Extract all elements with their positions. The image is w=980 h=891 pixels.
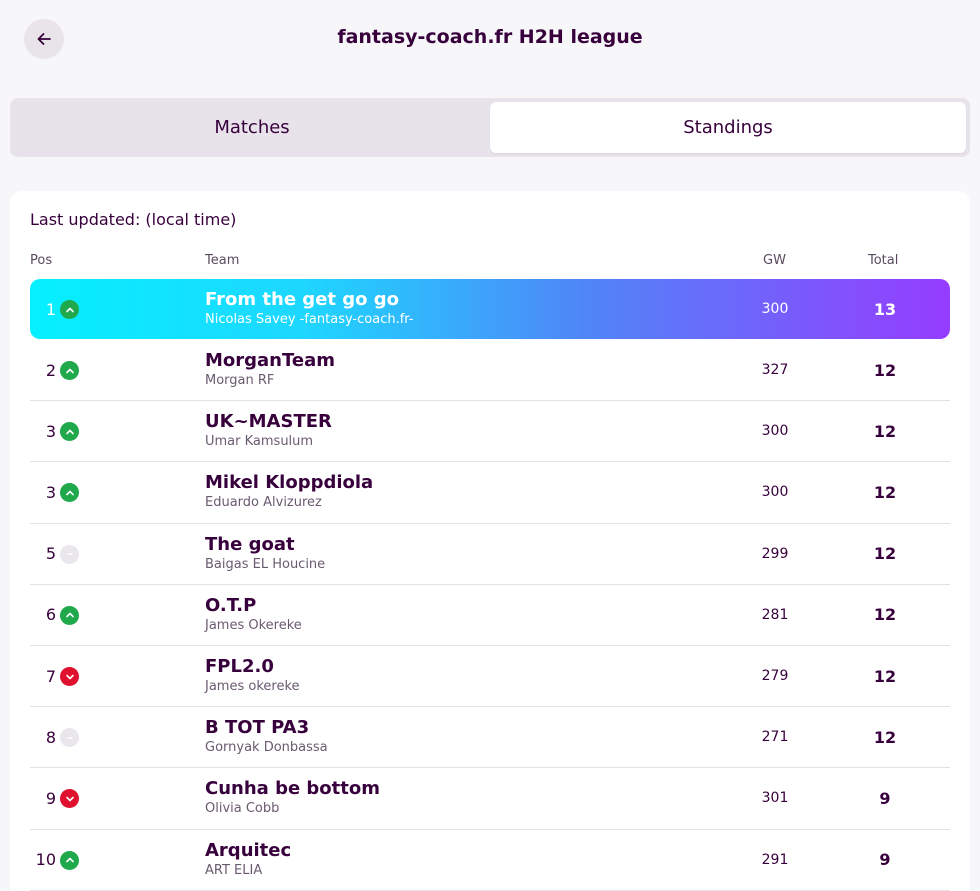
position-number: 1	[45, 299, 56, 319]
table-row[interactable]: 3 UK~MASTER Umar Kamsulum 300 12	[30, 401, 950, 463]
total-points: 12	[873, 360, 897, 380]
no-change-icon	[60, 544, 79, 564]
total-points: 12	[873, 666, 897, 686]
total-points: 13	[873, 299, 897, 319]
team-cell: Arquitec ART ELIA	[205, 840, 291, 880]
gameweek-points: 279	[761, 668, 789, 685]
column-header-pos: Pos	[30, 253, 53, 268]
manager-name: James Okereke	[205, 617, 302, 633]
chevron-up-icon	[60, 605, 79, 625]
back-button[interactable]	[24, 19, 64, 59]
chevron-down-icon	[60, 667, 79, 687]
table-row[interactable]: 3 Mikel Kloppdiola Eduardo Alvizurez 300 12	[30, 462, 950, 524]
app-header: fantasy-coach.fr H2H league	[0, 0, 980, 80]
page-title: fantasy-coach.fr H2H league	[337, 26, 643, 48]
team-name: MorganTeam	[205, 350, 335, 371]
gameweek-points: 327	[761, 362, 789, 379]
team-cell: O.T.P James Okereke	[205, 595, 302, 635]
chevron-up-icon	[60, 361, 79, 381]
table-row[interactable]: 9 Cunha be bottom Olivia Cobb 301 9	[30, 768, 950, 830]
gameweek-points: 281	[761, 606, 789, 623]
team-cell: Cunha be bottom Olivia Cobb	[205, 778, 380, 818]
total-points: 12	[873, 544, 897, 564]
chevron-up-icon	[60, 850, 79, 870]
position-number: 5	[45, 544, 56, 564]
team-cell: The goat Baigas EL Houcine	[205, 534, 325, 574]
position-number: 9	[45, 788, 56, 808]
total-points: 9	[879, 788, 891, 808]
column-header-gw: GW	[763, 253, 786, 268]
team-cell: MorganTeam Morgan RF	[205, 350, 335, 390]
table-row[interactable]: 5 The goat Baigas EL Houcine 299 12	[30, 524, 950, 585]
chevron-down-icon	[60, 789, 79, 809]
chevron-up-icon	[60, 422, 79, 442]
arrow-left-icon	[37, 33, 51, 45]
gameweek-points: 291	[761, 851, 789, 868]
team-name: Mikel Kloppdiola	[205, 472, 374, 494]
table-row[interactable]: 10 Arquitec ART ELIA 291 9	[30, 830, 950, 891]
gameweek-points: 271	[761, 729, 789, 746]
position-number: 10	[35, 850, 56, 870]
gameweek-points: 299	[761, 545, 789, 562]
total-points: 12	[873, 727, 897, 747]
total-points: 9	[879, 850, 891, 870]
manager-name: Morgan RF	[205, 373, 275, 388]
tab-standings[interactable]: Standings	[490, 102, 966, 153]
manager-name: Nicolas Savey -fantasy-coach.fr-	[205, 312, 414, 327]
team-name: UK~MASTER	[205, 411, 332, 433]
position-number: 2	[45, 360, 56, 380]
team-name: From the get go go	[205, 289, 400, 310]
tab-matches[interactable]: Matches	[214, 117, 290, 138]
manager-name: Olivia Cobb	[205, 801, 280, 817]
standings-table: 1 From the get go go Nicolas Savey -fantas…	[30, 279, 950, 891]
manager-name: Gornyak Donbassa	[205, 740, 328, 756]
table-row[interactable]: 6 O.T.P James Okereke 281 12	[30, 585, 950, 646]
gameweek-points: 300	[761, 301, 789, 317]
total-points: 12	[873, 421, 897, 441]
manager-name: Eduardo Alvizurez	[205, 495, 322, 511]
position-number: 7	[45, 666, 56, 686]
standings-card: Last updated: (local time) Pos Team GW T…	[10, 191, 970, 891]
chevron-up-icon	[60, 483, 79, 503]
team-name: Cunha be bottom	[205, 778, 381, 800]
table-row[interactable]: 8 B TOT PA3 Gornyak Donbassa 271 12	[30, 707, 950, 769]
table-row[interactable]: 2 MorganTeam Morgan RF 327 12	[30, 340, 950, 402]
team-name: FPL2.0	[205, 655, 274, 677]
team-name: O.T.P	[205, 594, 257, 616]
team-cell: UK~MASTER Umar Kamsulum	[205, 411, 332, 451]
position-number: 3	[45, 482, 56, 502]
team-cell: B TOT PA3 Gornyak Donbassa	[205, 717, 328, 757]
tab-bar: Matches Standings	[10, 98, 970, 157]
gameweek-points: 300	[761, 423, 789, 440]
manager-name: ART ELIA	[205, 862, 263, 878]
gameweek-points: 301	[761, 790, 789, 807]
manager-name: Baigas EL Houcine	[205, 556, 326, 572]
table-row-highlighted[interactable]: 1 From the get go go Nicolas Savey -fantas…	[30, 279, 950, 339]
team-name: The goat	[205, 533, 295, 555]
total-points: 12	[873, 482, 897, 502]
position-number: 6	[45, 605, 56, 625]
chevron-up-icon	[60, 300, 79, 319]
team-name: Arquitec	[205, 839, 292, 861]
position-number: 8	[45, 727, 56, 747]
team-cell: From the get go go Nicolas Savey -fantasy…	[205, 289, 414, 329]
team-cell: Mikel Kloppdiola Eduardo Alvizurez	[205, 472, 373, 512]
no-change-icon	[60, 728, 79, 748]
team-name: B TOT PA3	[205, 717, 310, 739]
manager-name: Umar Kamsulum	[205, 434, 314, 450]
manager-name: James okereke	[205, 678, 300, 694]
table-row[interactable]: 7 FPL2.0 James okereke 279 12	[30, 646, 950, 708]
column-header-total: Total	[868, 253, 899, 268]
team-cell: FPL2.0 James okereke	[205, 656, 300, 696]
gameweek-points: 300	[761, 484, 789, 501]
column-header-team: Team	[205, 253, 240, 268]
position-number: 3	[45, 421, 56, 441]
last-updated-text: Last updated: (local time)	[30, 210, 237, 229]
total-points: 12	[873, 605, 897, 625]
